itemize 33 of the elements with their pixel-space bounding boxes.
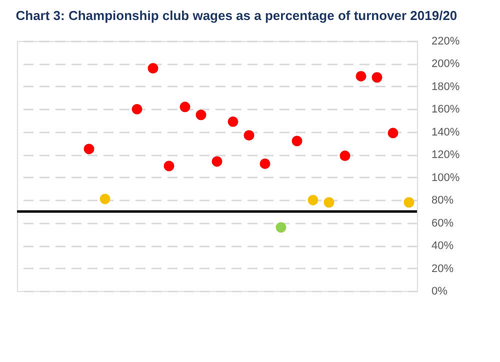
y-tick-label: 100% <box>432 172 460 184</box>
y-tick-label: 140% <box>432 126 460 138</box>
point <box>372 72 382 83</box>
y-tick-label: 200% <box>432 58 460 70</box>
y-tick-label: 180% <box>432 80 460 93</box>
point <box>148 63 158 74</box>
y-tick-label: 120% <box>432 149 460 162</box>
point <box>100 194 110 204</box>
point <box>196 110 206 120</box>
point <box>388 128 398 138</box>
y-tick-label: 40% <box>432 240 454 252</box>
point <box>308 194 318 206</box>
point <box>340 150 350 162</box>
point <box>324 197 334 208</box>
y-tick-label: 0% <box>432 286 448 298</box>
point <box>404 197 414 208</box>
y-tick-label: 80% <box>432 194 454 207</box>
y-tick-label: 60% <box>432 217 454 230</box>
point <box>244 130 254 141</box>
point <box>180 102 190 112</box>
chart-title: Chart 3: Championship club wages as a percentage of turnover 2019/20 <box>16 8 458 23</box>
y-tick-label: 20% <box>432 262 454 275</box>
point <box>84 144 94 154</box>
point <box>228 116 238 127</box>
y-tick-label: 220% <box>432 36 460 48</box>
point <box>276 222 286 233</box>
point <box>260 158 270 169</box>
point <box>132 104 142 114</box>
point <box>292 136 302 146</box>
y-tick-label: 160% <box>432 104 460 116</box>
point <box>212 156 222 167</box>
point <box>356 70 366 82</box>
point <box>164 160 174 172</box>
